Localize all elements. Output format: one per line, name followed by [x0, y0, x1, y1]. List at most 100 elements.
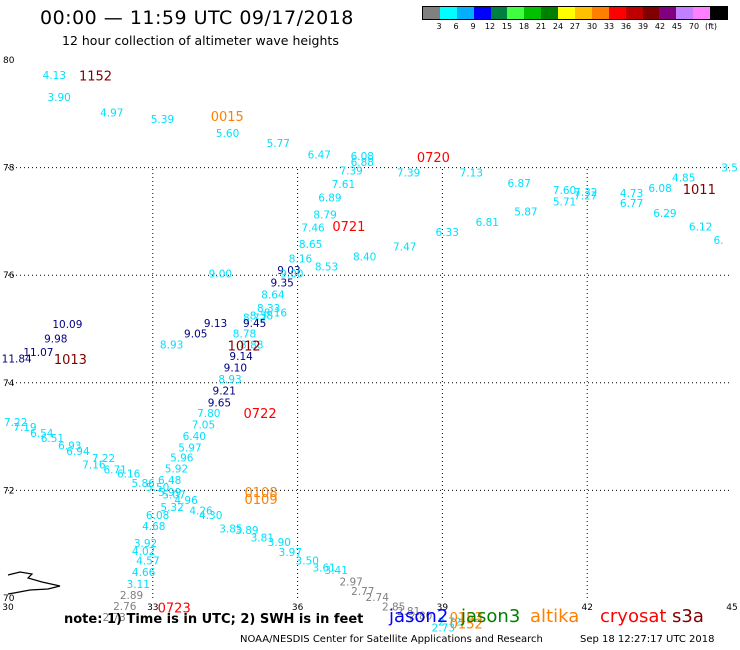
wave-height-label: 2.77 [351, 586, 374, 598]
wave-height-label: 6.81 [476, 217, 499, 229]
wave-height-label: 6.54 [30, 428, 54, 440]
pass-time-label: 0152 [450, 618, 483, 633]
wave-height-label: 2.81 [397, 606, 420, 618]
wave-height-label: 5.32 [160, 502, 183, 514]
wave-height-label: 7.39 [397, 168, 420, 180]
wave-height-label: 7.22 [4, 417, 27, 429]
color-swatch-3 [473, 7, 491, 19]
wave-height-label: 7.13 [460, 168, 483, 180]
wave-height-label: 8.72 [243, 312, 266, 324]
wave-height-label: 2.80 [409, 611, 432, 623]
wave-height-label: 7.60 [553, 185, 576, 197]
wave-height-label: 3.97 [279, 547, 302, 559]
wave-height-label: 6.93 [58, 441, 81, 453]
footer-note-row: note: 1) Time is in UTC; 2) SWH is in fe… [0, 606, 740, 630]
pass-time-label: 0108 [245, 486, 278, 501]
pass-time-label: 0720 [417, 151, 450, 166]
footer-note: note: 1) Time is in UTC; 2) SWH is in fe… [64, 612, 364, 627]
color-swatch-8 [558, 7, 576, 19]
color-tick-label: 30 [586, 22, 598, 31]
wave-height-label: 2.76 [113, 601, 137, 613]
color-swatch-2 [456, 7, 474, 19]
wave-height-label: 3.90 [47, 92, 70, 104]
wave-height-label: 6.77 [620, 198, 643, 210]
color-swatch-11 [608, 7, 626, 19]
wave-height-label: 6.47 [308, 149, 331, 161]
wave-height-label: 4.85 [672, 173, 695, 185]
longitude-tick-label: 45 [726, 603, 737, 613]
wave-height-label: 9.03 [277, 265, 300, 277]
wave-height-label: 7.46 [301, 223, 325, 235]
color-swatch-16 [693, 7, 711, 19]
color-swatch-5 [507, 7, 525, 19]
latitude-tick-label: 72 [3, 486, 14, 496]
wave-height-label: 6.87 [507, 178, 530, 190]
wave-height-label: 6.12 [689, 222, 712, 234]
wave-height-label: 2.97 [339, 577, 362, 589]
color-tick-label: 15 [501, 22, 513, 31]
color-swatch-6 [524, 7, 542, 19]
wave-height-label: 5.97 [178, 443, 201, 455]
latitude-tick-label: 80 [3, 56, 15, 66]
wave-height-label: 9.00 [280, 268, 303, 280]
color-tick-label: 70 [688, 22, 700, 31]
longitude-tick-label: 36 [292, 603, 304, 613]
color-swatch-4 [490, 7, 508, 19]
color-tick-label: 18 [518, 22, 530, 31]
wave-height-label: 5.39 [151, 114, 174, 126]
wave-height-label: 3.50 [296, 556, 319, 568]
wave-height-label: 2.73 [432, 622, 455, 634]
pass-time-label: 0721 [332, 220, 365, 235]
wave-height-label: 11.07 [23, 347, 53, 359]
wave-height-label: 3.5 [721, 162, 738, 174]
color-tick-label: (ft) [704, 22, 718, 31]
wave-height-label: 5.71 [553, 196, 576, 208]
generation-timestamp: Sep 18 12:27:17 UTC 2018 [580, 634, 715, 645]
pass-time-label: 1152 [79, 69, 112, 84]
wave-height-label: 9.98 [44, 333, 67, 345]
wave-height-label: 4.02 [132, 546, 155, 558]
latitude-tick-label: 78 [3, 164, 15, 174]
longitude-tick-label: 30 [2, 603, 14, 613]
color-scale-bar [422, 6, 728, 20]
color-tick-label: 42 [654, 22, 666, 31]
color-swatch-7 [541, 7, 559, 19]
pass-time-label: 0723 [158, 602, 191, 617]
wave-height-label: 6. [713, 235, 723, 247]
longitude-tick-label: 33 [147, 603, 158, 613]
wave-height-label: 6.40 [183, 431, 206, 443]
color-swatch-12 [625, 7, 643, 19]
wave-height-label: 8.88 [240, 339, 263, 351]
pass-time-label: 1013 [54, 353, 87, 368]
color-swatch-0 [423, 7, 440, 19]
pass-time-label: 0722 [244, 407, 277, 422]
pass-time-label: 0109 [245, 493, 278, 508]
wave-height-label: 9.14 [229, 351, 253, 363]
color-swatch-10 [591, 7, 609, 19]
wave-height-label: 6.08 [648, 183, 671, 195]
wave-height-label: 3.11 [127, 579, 150, 591]
wave-height-label: 8.93 [160, 339, 183, 351]
wave-height-label: 9.05 [184, 329, 207, 341]
color-tick-label: 3 [436, 22, 442, 31]
color-tick-label: 9 [470, 22, 476, 31]
page-title: 00:00 — 11:59 UTC 09/17/2018 [40, 7, 354, 29]
wave-height-label: 5.99 [158, 487, 181, 499]
wave-height-label: 6.16 [117, 468, 141, 480]
wave-height-label: 6.88 [351, 157, 374, 169]
wave-height-label: 8.16 [289, 253, 313, 265]
page-subtitle: 12 hour collection of altimeter wave hei… [62, 33, 339, 48]
color-tick-label: 21 [535, 22, 547, 31]
wave-height-label: 8.16 [264, 308, 288, 320]
color-tick-label: 12 [484, 22, 496, 31]
wave-height-label: 6.08 [351, 151, 374, 163]
wave-height-label: 5.77 [267, 138, 290, 150]
wave-height-label: 2.85 [382, 601, 405, 613]
coastline [7, 571, 61, 595]
wave-height-label: 8.65 [299, 239, 322, 251]
wave-height-label: 9.21 [213, 386, 236, 398]
latitude-tick-label: 74 [3, 379, 15, 389]
wave-height-label: 3.81 [251, 533, 274, 545]
wave-height-label: 4.13 [43, 70, 66, 82]
longitude-tick-label: 39 [437, 603, 449, 613]
